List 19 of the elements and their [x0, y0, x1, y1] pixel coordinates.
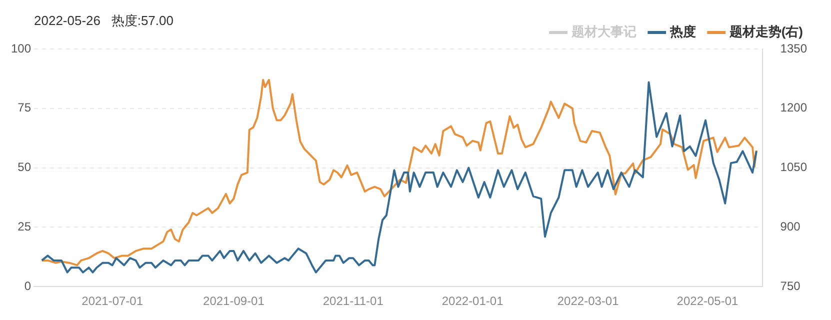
y2-tick-label: 750 [780, 278, 801, 293]
chart-title: 2022-05-26 热度:57.00 [34, 12, 174, 30]
y-tick-label: 50 [18, 160, 32, 174]
legend-label: 题材走势(右) [728, 24, 804, 40]
x-tick-label: 2022-05-01 [676, 294, 738, 308]
y2-tick-label: 1350 [780, 41, 808, 56]
x-tick-label: 2021-11-01 [322, 294, 384, 308]
y-tick-label: 100 [10, 41, 32, 56]
x-tick-label: 2021-07-01 [82, 294, 144, 308]
x-tick-label: 2022-01-01 [442, 294, 504, 308]
y2-tick-label: 1200 [780, 100, 808, 115]
y-tick-label: 75 [18, 100, 32, 115]
x-tick-label: 2022-03-01 [557, 294, 620, 308]
legend-label: 热度 [668, 24, 696, 40]
x-tick-label: 2021-09-01 [203, 294, 265, 308]
y2-tick-label: 900 [780, 220, 801, 234]
y-tick-label: 0 [24, 278, 32, 293]
y2-tick-label: 1050 [780, 160, 808, 174]
y-tick-label: 25 [18, 220, 32, 234]
